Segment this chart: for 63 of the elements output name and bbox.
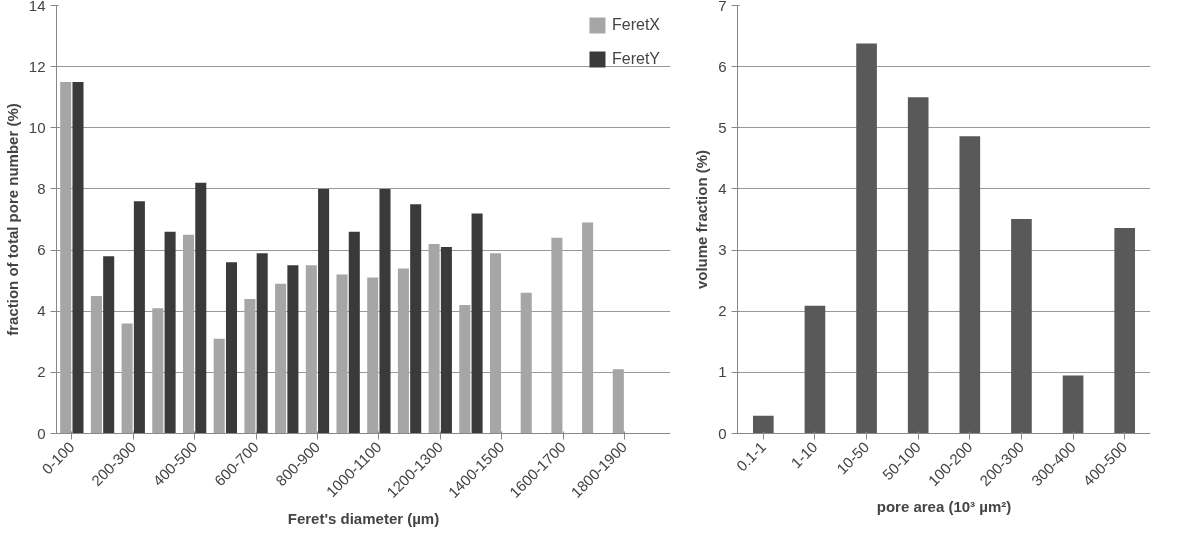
bar <box>379 188 391 434</box>
y-tick-label: 8 <box>37 179 46 197</box>
legend-label: FeretY <box>611 50 660 68</box>
y-tick-label: 12 <box>28 57 46 75</box>
y-tick-label: 4 <box>718 179 727 197</box>
y-tick-label: 4 <box>37 302 46 320</box>
bar <box>287 265 299 434</box>
bar <box>804 305 826 434</box>
bar <box>133 201 145 434</box>
y-tick-label: 14 <box>28 0 46 14</box>
bar <box>612 369 624 434</box>
y-tick-label: 6 <box>37 241 46 259</box>
bar <box>318 188 330 434</box>
bar <box>164 231 176 434</box>
bar <box>907 97 929 434</box>
bar <box>72 81 84 434</box>
y-tick-label: 1 <box>718 363 727 381</box>
bar <box>582 222 594 434</box>
bar <box>152 308 164 434</box>
bar <box>551 237 563 434</box>
y-tick-label: 5 <box>718 118 727 136</box>
bar <box>1062 375 1084 434</box>
bar <box>225 262 238 434</box>
y-tick-label: 6 <box>718 57 727 75</box>
bar <box>471 213 483 434</box>
bar <box>367 277 379 434</box>
bar <box>410 204 422 434</box>
bar <box>275 283 287 434</box>
bar <box>1114 228 1136 434</box>
x-axis-title: pore area (10³ µm²) <box>876 498 1012 516</box>
bar <box>213 338 225 434</box>
x-axis-title: Feret's diameter (µm) <box>287 510 440 528</box>
bar <box>397 268 409 434</box>
y-axis-title: volume fraction (%) <box>693 149 711 290</box>
y-tick-label: 0 <box>718 424 727 442</box>
bar <box>60 81 72 434</box>
y-tick-label: 2 <box>37 363 46 381</box>
bar <box>428 243 440 434</box>
bar <box>195 182 207 434</box>
bar <box>856 43 877 434</box>
bar <box>182 234 195 434</box>
y-tick-label: 2 <box>718 302 727 320</box>
bar <box>121 323 133 434</box>
bar <box>103 256 115 434</box>
bar <box>90 295 102 434</box>
bar <box>256 253 268 434</box>
bar <box>348 231 360 434</box>
y-axis-title: fraction of total pore number (%) <box>3 103 21 336</box>
bar <box>305 265 317 434</box>
bar <box>489 253 502 434</box>
y-tick-label: 10 <box>28 118 46 136</box>
bar <box>520 292 532 434</box>
bar <box>959 136 981 434</box>
bar <box>1011 218 1032 434</box>
y-tick-label: 3 <box>718 241 727 259</box>
y-tick-label: 7 <box>718 0 727 14</box>
bar <box>752 415 774 434</box>
bar <box>336 274 348 434</box>
bar <box>244 298 256 434</box>
y-tick-label: 0 <box>37 424 46 442</box>
bar <box>440 247 452 434</box>
bar <box>459 305 471 434</box>
legend-label: FeretX <box>611 16 660 34</box>
